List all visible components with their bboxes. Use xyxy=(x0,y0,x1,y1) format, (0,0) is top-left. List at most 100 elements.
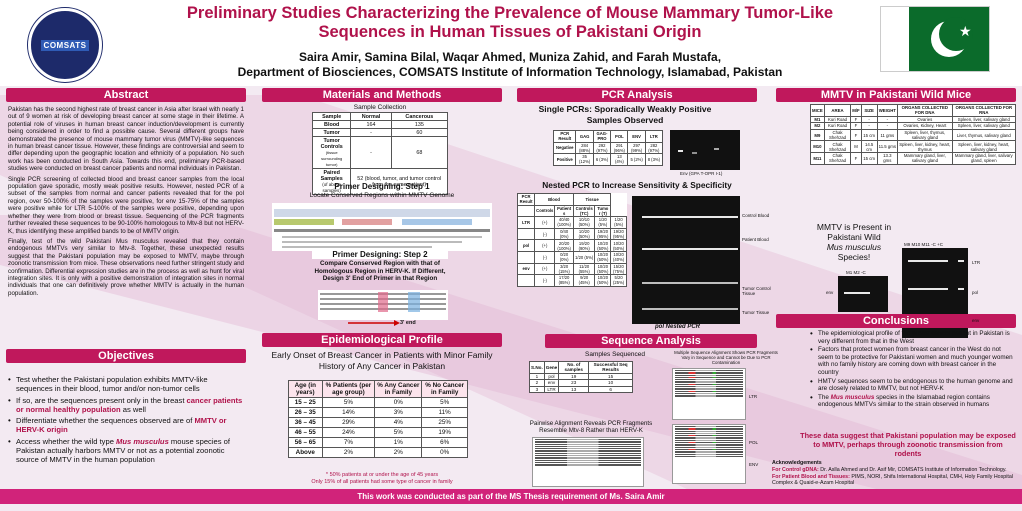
comsats-logo: COMSATS xyxy=(28,8,102,82)
table-cell: Tumor Controls (tissue surrounding tumor) xyxy=(311,136,352,169)
abstract-p3: Finally, test of the wild Pakistani Mus … xyxy=(8,237,244,297)
bullet-highlight: Mus musculus xyxy=(116,436,169,446)
bullet-item: Test whether the Pakistani population ex… xyxy=(8,375,244,394)
bullet-text: HMTV sequences seem to be endogenous to … xyxy=(818,377,1013,393)
table-cell: 6 (3%) xyxy=(592,153,612,166)
table-cell: 68 xyxy=(390,136,449,169)
bullet-highlight: Mus musculus xyxy=(830,393,875,401)
table-header: Patient s xyxy=(554,204,574,218)
table-row: 3 LTR 13 6 xyxy=(529,385,633,394)
table-row: M9 Chak Shehzad F 15 cm 11 gms Spleen, liver,… xyxy=(810,128,1017,142)
table-cell: 135 xyxy=(390,120,449,129)
table-row: (-) 17/20 (85%) 9/20 (45%) 10/20 (50%) 5/20 … xyxy=(516,274,627,287)
table-cell: M9 xyxy=(810,128,825,142)
wild-gel-label-pol: pol xyxy=(972,290,979,295)
table-cell: Tumor xyxy=(311,128,352,137)
sequence-table: S.No. Gene No. of samples Successful Seq Re… xyxy=(529,361,633,394)
table-row: M11 Chak Shehzad F 15 cm 13.3 gms Mammary gla… xyxy=(810,151,1017,165)
table-row: 26 – 35 14% 3% 11% xyxy=(288,407,468,418)
present-line: MMTV is Present in Pakistani Wild xyxy=(816,222,892,242)
table-header-row: MICE AREA M/F SIZE WEIGHT ORGANS COLLECTED FO… xyxy=(810,104,1017,117)
table-cell: Ovaries, Kidney, Heart xyxy=(897,122,953,130)
table-row: 1 pol 19 15 xyxy=(529,372,633,381)
table-header: SIZE xyxy=(860,104,878,117)
table-header: PCR Result xyxy=(516,193,536,206)
table-cell: LTR xyxy=(516,216,536,229)
table-cell: 36 – 45 xyxy=(288,417,323,428)
table-cell: 19 xyxy=(558,372,590,381)
abstract-p2: Single PCR screening of collected blood … xyxy=(8,175,244,235)
table-header: S.No. xyxy=(529,361,545,374)
table-cell: Above xyxy=(288,447,323,458)
table-cell: 284 (88%) xyxy=(575,141,594,155)
table-cell: 6% xyxy=(421,437,468,448)
table-cell: 25% xyxy=(421,417,468,428)
table-row: Blood 164 135 xyxy=(311,120,449,129)
table-cell: 3/20 (15%) xyxy=(554,262,574,276)
abstract-body: Pakistan has the second highest rate of … xyxy=(8,106,244,300)
nested-pcr-gel xyxy=(632,196,740,324)
table-cell: M10 xyxy=(810,140,825,153)
table-row: M10 Chak Shehzad M 14.5 cm 11.5 gms Spleen, l… xyxy=(810,140,1017,153)
mmtv-genome-diagram xyxy=(272,203,492,251)
table-cell: F xyxy=(850,128,862,142)
bullet-item: The Mus musculus species in the Islamaba… xyxy=(810,394,1018,409)
table-row: (-) 0/20 (0%) 1/20 (5%) 10/20 (50%) 10/20 (4… xyxy=(516,250,627,264)
table-cell: Ovaries xyxy=(897,115,953,124)
gel-label-control-blood: Control Blood xyxy=(742,213,770,218)
gel-label-tumor-control: Tumor Control Tissue xyxy=(742,286,771,296)
table-cell: 291 (96%) xyxy=(610,141,629,155)
sample-collection-title: Sample Collection xyxy=(353,104,407,111)
table-cell: 5% xyxy=(421,397,468,408)
bullet-text: The epidemiological profile of the breas… xyxy=(818,330,1010,345)
table-header-row: PCR Result GAG GAG-PRO POL ENV LTR xyxy=(552,130,664,143)
epi-table: Age (in years)% Patients (per age group)… xyxy=(288,380,468,458)
table-header: M/F xyxy=(850,104,862,117)
nested-pcr-table: PCR Result Blood Tissue Controls Patient … xyxy=(516,193,627,287)
table-cell: 15 cm xyxy=(860,151,878,165)
abstract-heading: Abstract xyxy=(6,88,246,102)
species-suffix: Species! xyxy=(837,252,871,262)
table-cell: Mammary gland, liver, salivary gland, sp… xyxy=(951,151,1017,165)
table-header: GAG xyxy=(575,130,594,143)
acknowledgements: Acknowledgements For Control gDNA: Dr. A… xyxy=(772,460,1018,487)
table-header: Tumo r (T) xyxy=(594,204,612,218)
bullet-text: Access whether the wild type xyxy=(16,436,117,446)
single-pcr-table: PCR Result GAG GAG-PRO POL ENV LTR Negative 28… xyxy=(552,130,664,166)
table-header: Normal xyxy=(350,112,392,121)
table-cell: Chak Shehzad xyxy=(823,151,852,165)
table-cell: (-) xyxy=(534,250,556,264)
table-cell: Chak Shehzad xyxy=(823,140,852,153)
step1-title: Primer Designing: Step 1 xyxy=(334,182,430,191)
gel-label-tumor-tissue: Tumor Tissue xyxy=(742,310,770,315)
epi-heading: Epidemiological Profile xyxy=(262,333,502,347)
table-cell: (-) xyxy=(534,274,556,287)
wild-gel2-lanes: M1 M2 -C xyxy=(846,270,866,275)
table-cell: 19/20 (90%) xyxy=(572,239,596,252)
table-header: WEIGHT xyxy=(876,104,899,117)
table-header: No. of samples xyxy=(558,361,590,374)
table-cell: 29% xyxy=(321,417,376,428)
table-cell: 7% xyxy=(321,437,376,448)
wild-gel-lanes: M9 M10 M11 -C +C xyxy=(904,242,944,247)
table-header: Tissue xyxy=(572,193,612,206)
ack-title: Acknowledgements xyxy=(772,460,822,466)
table-cell: 5% xyxy=(374,427,423,438)
nested-pcr-table-wrap: PCR Result Blood Tissue Controls Patient … xyxy=(516,193,627,287)
table-cell: Blood xyxy=(311,120,352,129)
table-cell: pol xyxy=(516,239,536,252)
table-cell: Positive xyxy=(552,153,577,166)
table-cell: Liver, thymus, salivary gland xyxy=(951,128,1017,142)
table-cell: F xyxy=(850,151,862,165)
table-cell: 15/20 (75%) xyxy=(610,262,627,276)
wild-mice-table-wrap: MICE AREA M/F SIZE WEIGHT ORGANS COLLECTED FO… xyxy=(810,104,1017,165)
table-row: Positive 35 (12%) 6 (3%) 13 (4%) 5 (2%) 8 (3%… xyxy=(552,153,664,166)
table-header: % Patients (per age group) xyxy=(321,380,376,398)
sequence-table-wrap: S.No. Gene No. of samples Successful Seq Re… xyxy=(529,361,633,394)
table-cell: 10/20 (50%) xyxy=(594,262,612,276)
logo-text: COMSATS xyxy=(40,39,90,51)
table-cell: Kuri Road xyxy=(823,122,852,130)
table-cell: - xyxy=(350,128,392,137)
mmtv-present-text: MMTV is Present in Pakistani Wild Mus mu… xyxy=(812,222,896,262)
table-cell: 297 (99%) xyxy=(627,141,646,155)
